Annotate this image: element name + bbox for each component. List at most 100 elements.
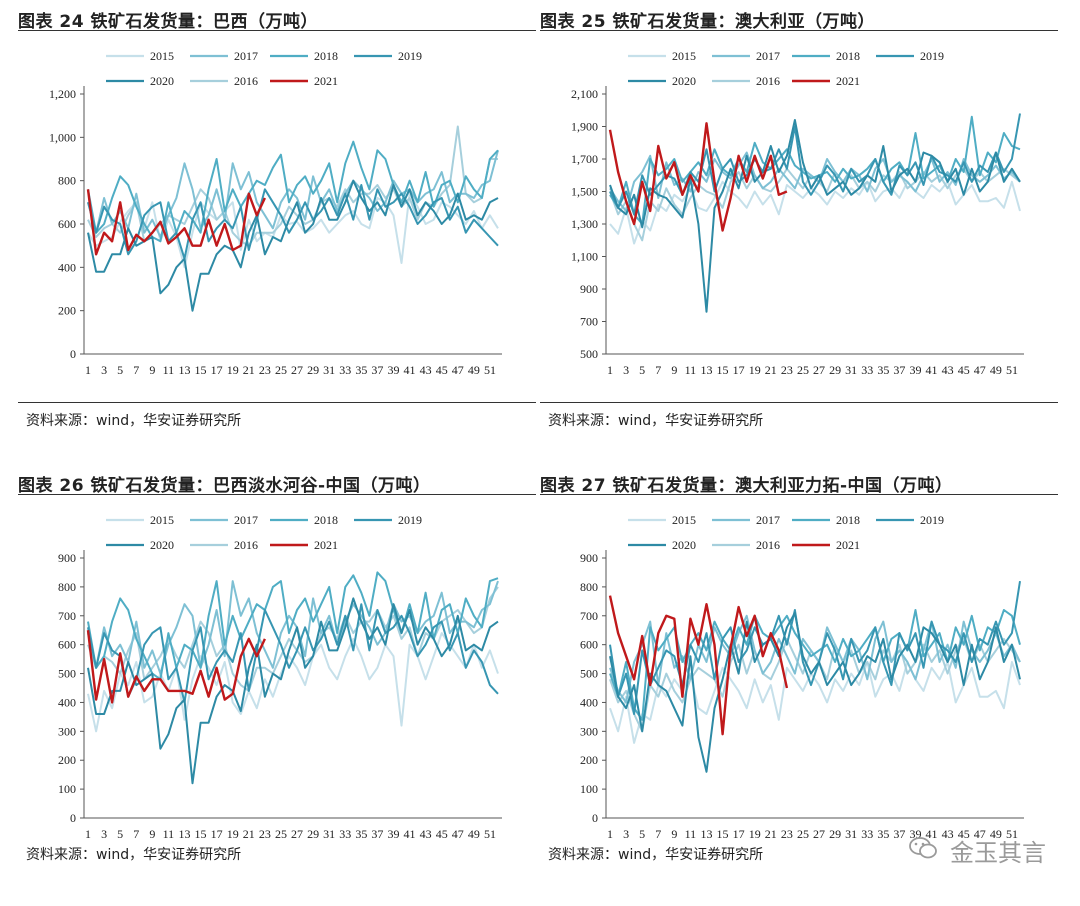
series-line-2020 <box>609 611 1021 773</box>
legend-label: 2017 <box>234 49 258 63</box>
line-chart: 2015 2017 2018 2019 2020 2016 2021 500 700 900 1,1… <box>571 49 1024 377</box>
y-tick-label: 700 <box>580 609 598 623</box>
legend-label: 2017 <box>756 513 780 527</box>
series-line-2019 <box>609 113 1021 216</box>
chart-title: 图表 24 铁矿石发货量：巴西（万吨） <box>18 12 318 32</box>
x-tick-label: 45 <box>958 827 970 841</box>
x-tick-label: 11 <box>685 827 697 841</box>
x-tick-label: 47 <box>974 363 986 377</box>
legend-item-2020: 2020 <box>628 74 696 88</box>
x-tick-label: 33 <box>861 827 873 841</box>
legend-item-2016: 2016 <box>712 74 780 88</box>
y-tick-label: 1,200 <box>49 87 76 101</box>
legend-item-2020: 2020 <box>106 538 174 552</box>
x-tick-label: 39 <box>387 827 399 841</box>
x-tick-label: 29 <box>307 827 319 841</box>
x-tick-label: 5 <box>117 827 123 841</box>
y-tick-label: 800 <box>580 580 598 594</box>
series-line-2021 <box>86 630 266 704</box>
x-tick-label: 3 <box>623 827 629 841</box>
x-tick-label: 31 <box>323 363 335 377</box>
legend-item-2019: 2019 <box>354 513 422 527</box>
x-tick-label: 9 <box>149 827 155 841</box>
legend-label: 2018 <box>314 49 338 63</box>
series-line-2019 <box>87 184 499 260</box>
x-tick-label: 21 <box>243 363 255 377</box>
legend-item-2017: 2017 <box>712 49 780 63</box>
legend-label: 2020 <box>672 74 696 88</box>
x-tick-label: 11 <box>163 363 175 377</box>
chart-title: 图表 26 铁矿石发货量：巴西淡水河谷-中国（万吨） <box>18 476 431 496</box>
legend-label: 2016 <box>756 538 780 552</box>
legend-item-2016: 2016 <box>190 538 258 552</box>
x-tick-label: 13 <box>178 827 190 841</box>
legend-item-2018: 2018 <box>270 49 338 63</box>
source-note: 资料来源：wind，华安证券研究所 <box>548 413 764 429</box>
legend-item-2020: 2020 <box>628 538 696 552</box>
y-tick-label: 400 <box>580 695 598 709</box>
legend-label: 2016 <box>756 74 780 88</box>
x-tick-label: 15 <box>195 363 207 377</box>
y-tick-label: 400 <box>58 260 76 274</box>
legend-item-2021: 2021 <box>270 74 338 88</box>
x-tick-label: 7 <box>655 363 661 377</box>
x-tick-label: 7 <box>655 827 661 841</box>
legend-label: 2021 <box>836 74 860 88</box>
x-tick-label: 9 <box>671 363 677 377</box>
y-tick-label: 700 <box>58 609 76 623</box>
legend-item-2020: 2020 <box>106 74 174 88</box>
chart-panel-rio-china: 图表 27 铁矿石发货量：澳大利亚力拓-中国（万吨） 2015 2017 2018 2… <box>540 466 1060 906</box>
series-line-2018 <box>87 571 499 681</box>
x-tick-label: 37 <box>893 363 905 377</box>
legend-label: 2017 <box>756 49 780 63</box>
legend-item-2019: 2019 <box>876 49 944 63</box>
x-tick-label: 19 <box>227 827 239 841</box>
title-rule <box>540 30 1058 31</box>
x-tick-label: 43 <box>420 827 432 841</box>
legend-item-2021: 2021 <box>792 538 860 552</box>
x-tick-label: 21 <box>765 363 777 377</box>
x-tick-label: 37 <box>371 363 383 377</box>
legend-item-2017: 2017 <box>712 513 780 527</box>
legend-label: 2020 <box>150 74 174 88</box>
y-tick-label: 2,100 <box>571 87 598 101</box>
x-tick-label: 19 <box>227 363 239 377</box>
x-tick-label: 35 <box>355 363 367 377</box>
x-tick-label: 1 <box>85 827 91 841</box>
x-tick-label: 31 <box>845 363 857 377</box>
series-line-2020 <box>609 119 1021 313</box>
title-rule <box>18 494 536 495</box>
source-note: 资料来源：wind，华安证券研究所 <box>26 413 242 429</box>
y-tick-label: 900 <box>580 282 598 296</box>
y-tick-label: 1,100 <box>571 250 598 264</box>
legend-label: 2021 <box>836 538 860 552</box>
x-tick-label: 27 <box>291 363 303 377</box>
source-rule <box>540 402 1058 403</box>
x-tick-label: 15 <box>717 827 729 841</box>
x-tick-label: 19 <box>749 363 761 377</box>
series-line-2021 <box>608 595 789 736</box>
x-tick-label: 25 <box>797 363 809 377</box>
chart-title: 图表 27 铁矿石发货量：澳大利亚力拓-中国（万吨） <box>540 476 953 496</box>
series-line-2018 <box>87 140 499 243</box>
x-tick-label: 45 <box>436 363 448 377</box>
y-tick-label: 1,900 <box>571 120 598 134</box>
x-tick-label: 45 <box>958 363 970 377</box>
x-tick-label: 33 <box>861 363 873 377</box>
legend-label: 2015 <box>672 513 696 527</box>
y-tick-label: 500 <box>580 667 598 681</box>
y-tick-label: 600 <box>580 638 598 652</box>
legend-label: 2018 <box>314 513 338 527</box>
x-tick-label: 41 <box>404 363 416 377</box>
x-tick-label: 11 <box>163 827 175 841</box>
x-tick-label: 25 <box>275 827 287 841</box>
legend-label: 2019 <box>398 49 422 63</box>
x-tick-label: 31 <box>845 827 857 841</box>
y-tick-label: 1,700 <box>571 152 598 166</box>
source-rule <box>18 402 536 403</box>
x-tick-label: 29 <box>307 363 319 377</box>
x-tick-label: 21 <box>243 827 255 841</box>
legend-item-2016: 2016 <box>190 74 258 88</box>
x-tick-label: 51 <box>484 827 496 841</box>
y-tick-label: 300 <box>580 724 598 738</box>
